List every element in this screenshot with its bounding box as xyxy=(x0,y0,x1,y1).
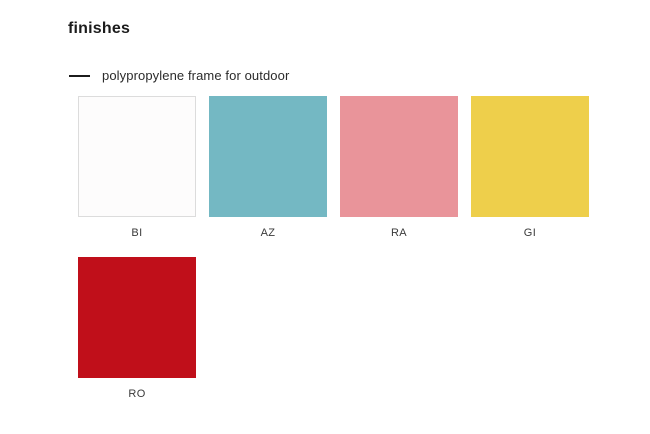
legend-label: polypropylene frame for outdoor xyxy=(102,68,290,83)
swatch-code-label: RA xyxy=(390,227,408,239)
swatch-color-tile-gi[interactable] xyxy=(471,96,589,217)
swatch-color-tile-ra[interactable] xyxy=(340,96,458,217)
swatch-item: RA xyxy=(340,96,458,240)
legend-line-icon xyxy=(69,74,90,77)
swatch-grid: BI AZ RA GI RO xyxy=(78,96,590,401)
swatch-color-tile-ro[interactable] xyxy=(78,257,196,378)
page-title: finishes xyxy=(68,20,131,37)
swatch-color-tile-bi[interactable] xyxy=(78,96,196,217)
legend: polypropylene frame for outdoor xyxy=(69,68,650,83)
swatch-code-label: GI xyxy=(523,227,537,239)
swatch-item: GI xyxy=(471,96,589,240)
swatch-item: RO xyxy=(78,257,196,401)
swatch-item: BI xyxy=(78,96,196,240)
swatch-code-label: BI xyxy=(131,227,143,239)
swatch-item: AZ xyxy=(209,96,327,240)
swatch-code-label: RO xyxy=(128,388,146,400)
swatch-color-tile-az[interactable] xyxy=(209,96,327,217)
swatch-code-label: AZ xyxy=(260,227,276,239)
